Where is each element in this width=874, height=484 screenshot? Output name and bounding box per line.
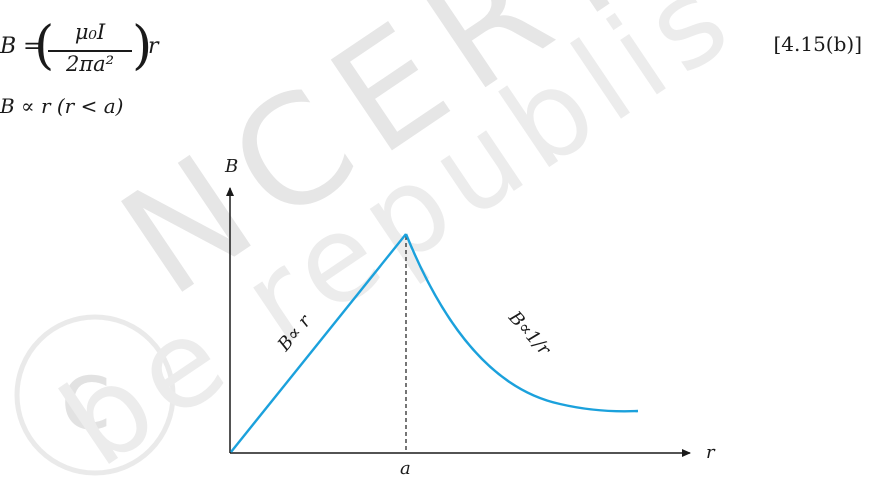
- equation-numerator: μ₀I: [74, 20, 106, 44]
- proportionality-relation: B ∝ r (r < a): [0, 94, 124, 118]
- x-axis-label: r: [706, 442, 716, 463]
- equation-lhs: B =: [0, 34, 42, 59]
- equation-number: [4.15(b)]: [773, 32, 862, 56]
- fraction-bar: [48, 50, 132, 52]
- right-paren: ): [132, 16, 153, 76]
- y-axis-label: B: [224, 156, 238, 177]
- outside-curve-label: B∝1/r: [504, 307, 556, 361]
- equation-rhs: r: [148, 34, 159, 59]
- inside-curve-label: B∝ r: [273, 310, 316, 356]
- equation-denominator: 2πa²: [65, 52, 115, 76]
- left-paren: (: [34, 16, 55, 76]
- inside-linear-segment: [230, 233, 407, 453]
- outside-decay-curve: [404, 233, 639, 413]
- a-marker-label: a: [400, 458, 411, 479]
